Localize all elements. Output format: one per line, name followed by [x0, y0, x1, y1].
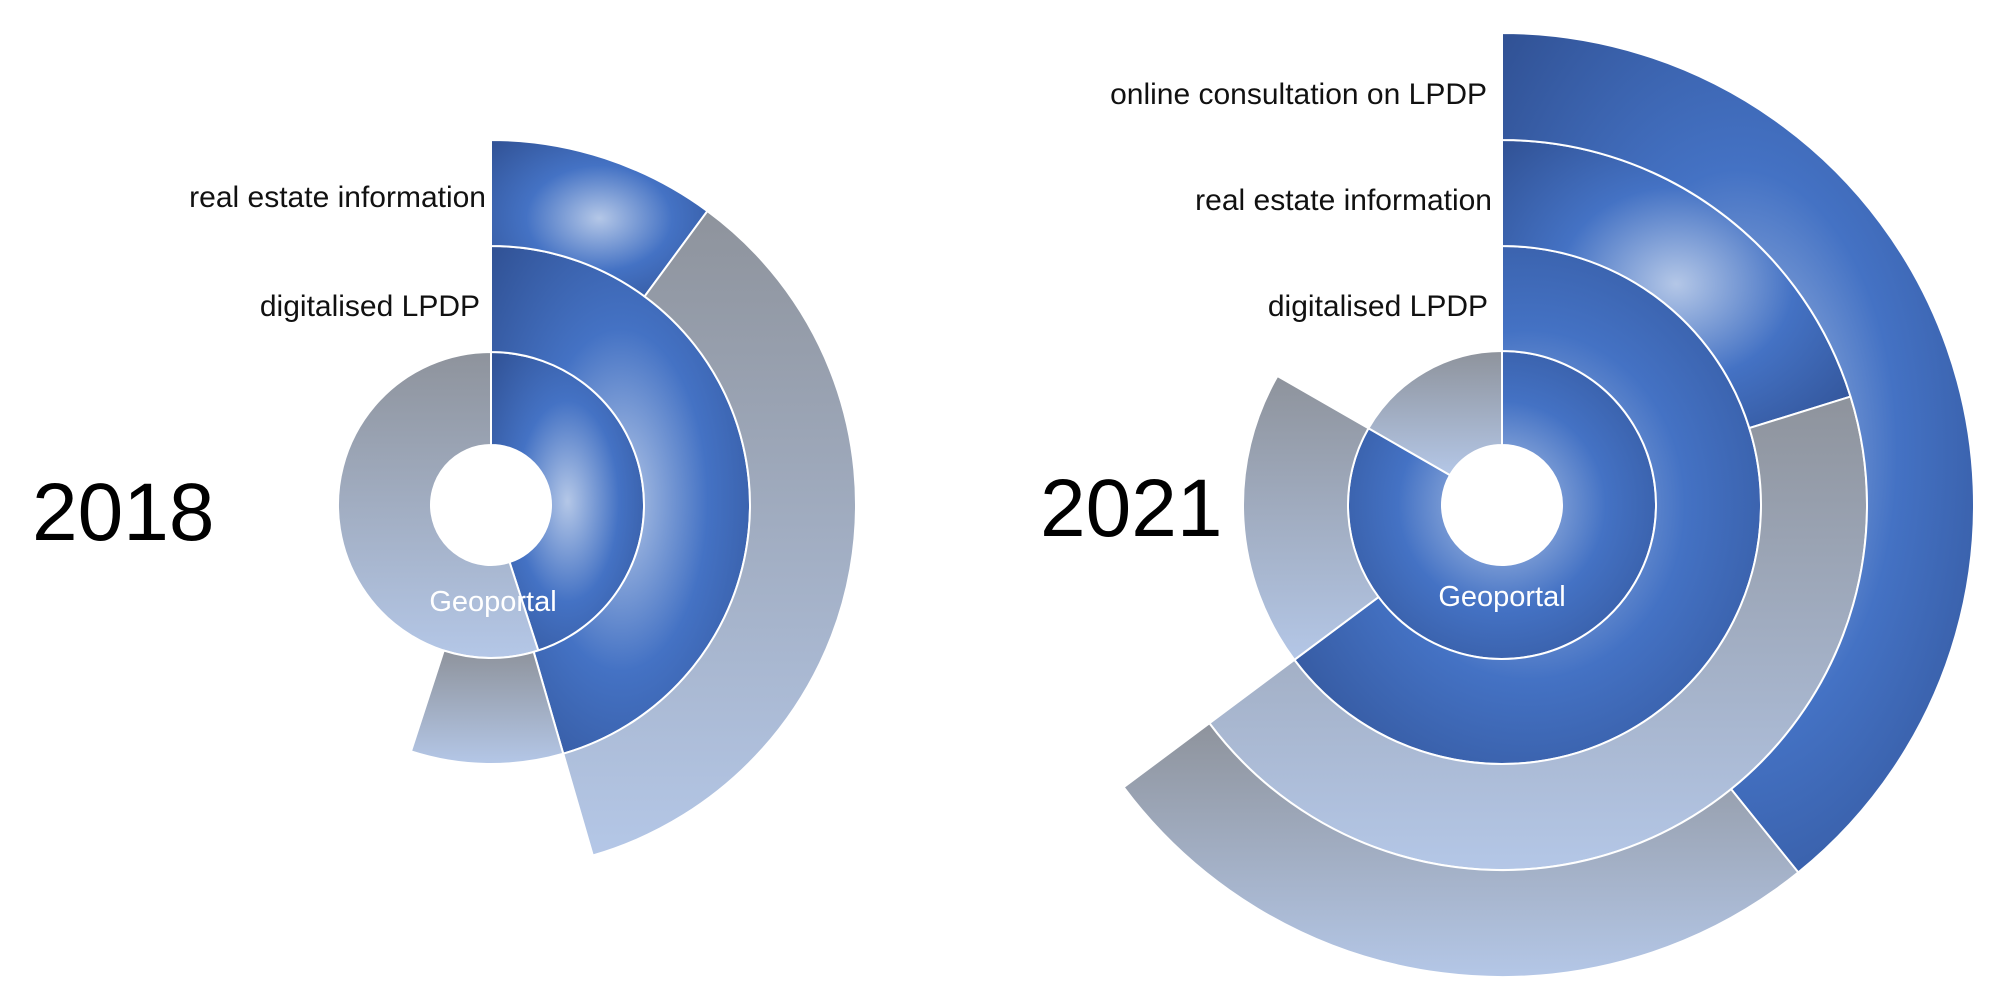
segment-2018-geoportal-no: [337, 350, 540, 659]
segment-2018-digitalised-lpdp-no: [409, 649, 565, 765]
ring-label-online-consultation-2021: online consultation on LPDP: [1110, 78, 1487, 111]
segment-2021-geoportal-no: [1367, 349, 1503, 477]
year-label-2021: 2021: [1040, 463, 1222, 554]
center-hole-2018: [461, 475, 521, 535]
center-label-2018: Geoportal: [429, 586, 556, 618]
segment-2021-digitalised-lpdp-no: [1242, 374, 1380, 662]
ring-label-digitalised-lpdp-2021: digitalised LPDP: [1268, 290, 1488, 323]
center-label-2021: Geoportal: [1438, 581, 1565, 613]
segment-2021-online-consultation-on-lpdp-yes: [1501, 31, 1975, 874]
year-label-2018: 2018: [32, 467, 214, 558]
ring-label-real-estate-2018: real estate information: [189, 181, 486, 214]
ring-label-digitalised-lpdp-2018: digitalised LPDP: [260, 290, 480, 323]
segment-2018-real-estate-information-no: [562, 209, 857, 857]
ring-label-real-estate-2021: real estate information: [1195, 184, 1492, 217]
center-hole-2021: [1472, 475, 1532, 535]
sunburst-2018: [337, 138, 857, 857]
segment-2021-online-consultation-on-lpdp-no: [1122, 721, 1800, 978]
sunburst-2021: [1122, 31, 1975, 978]
